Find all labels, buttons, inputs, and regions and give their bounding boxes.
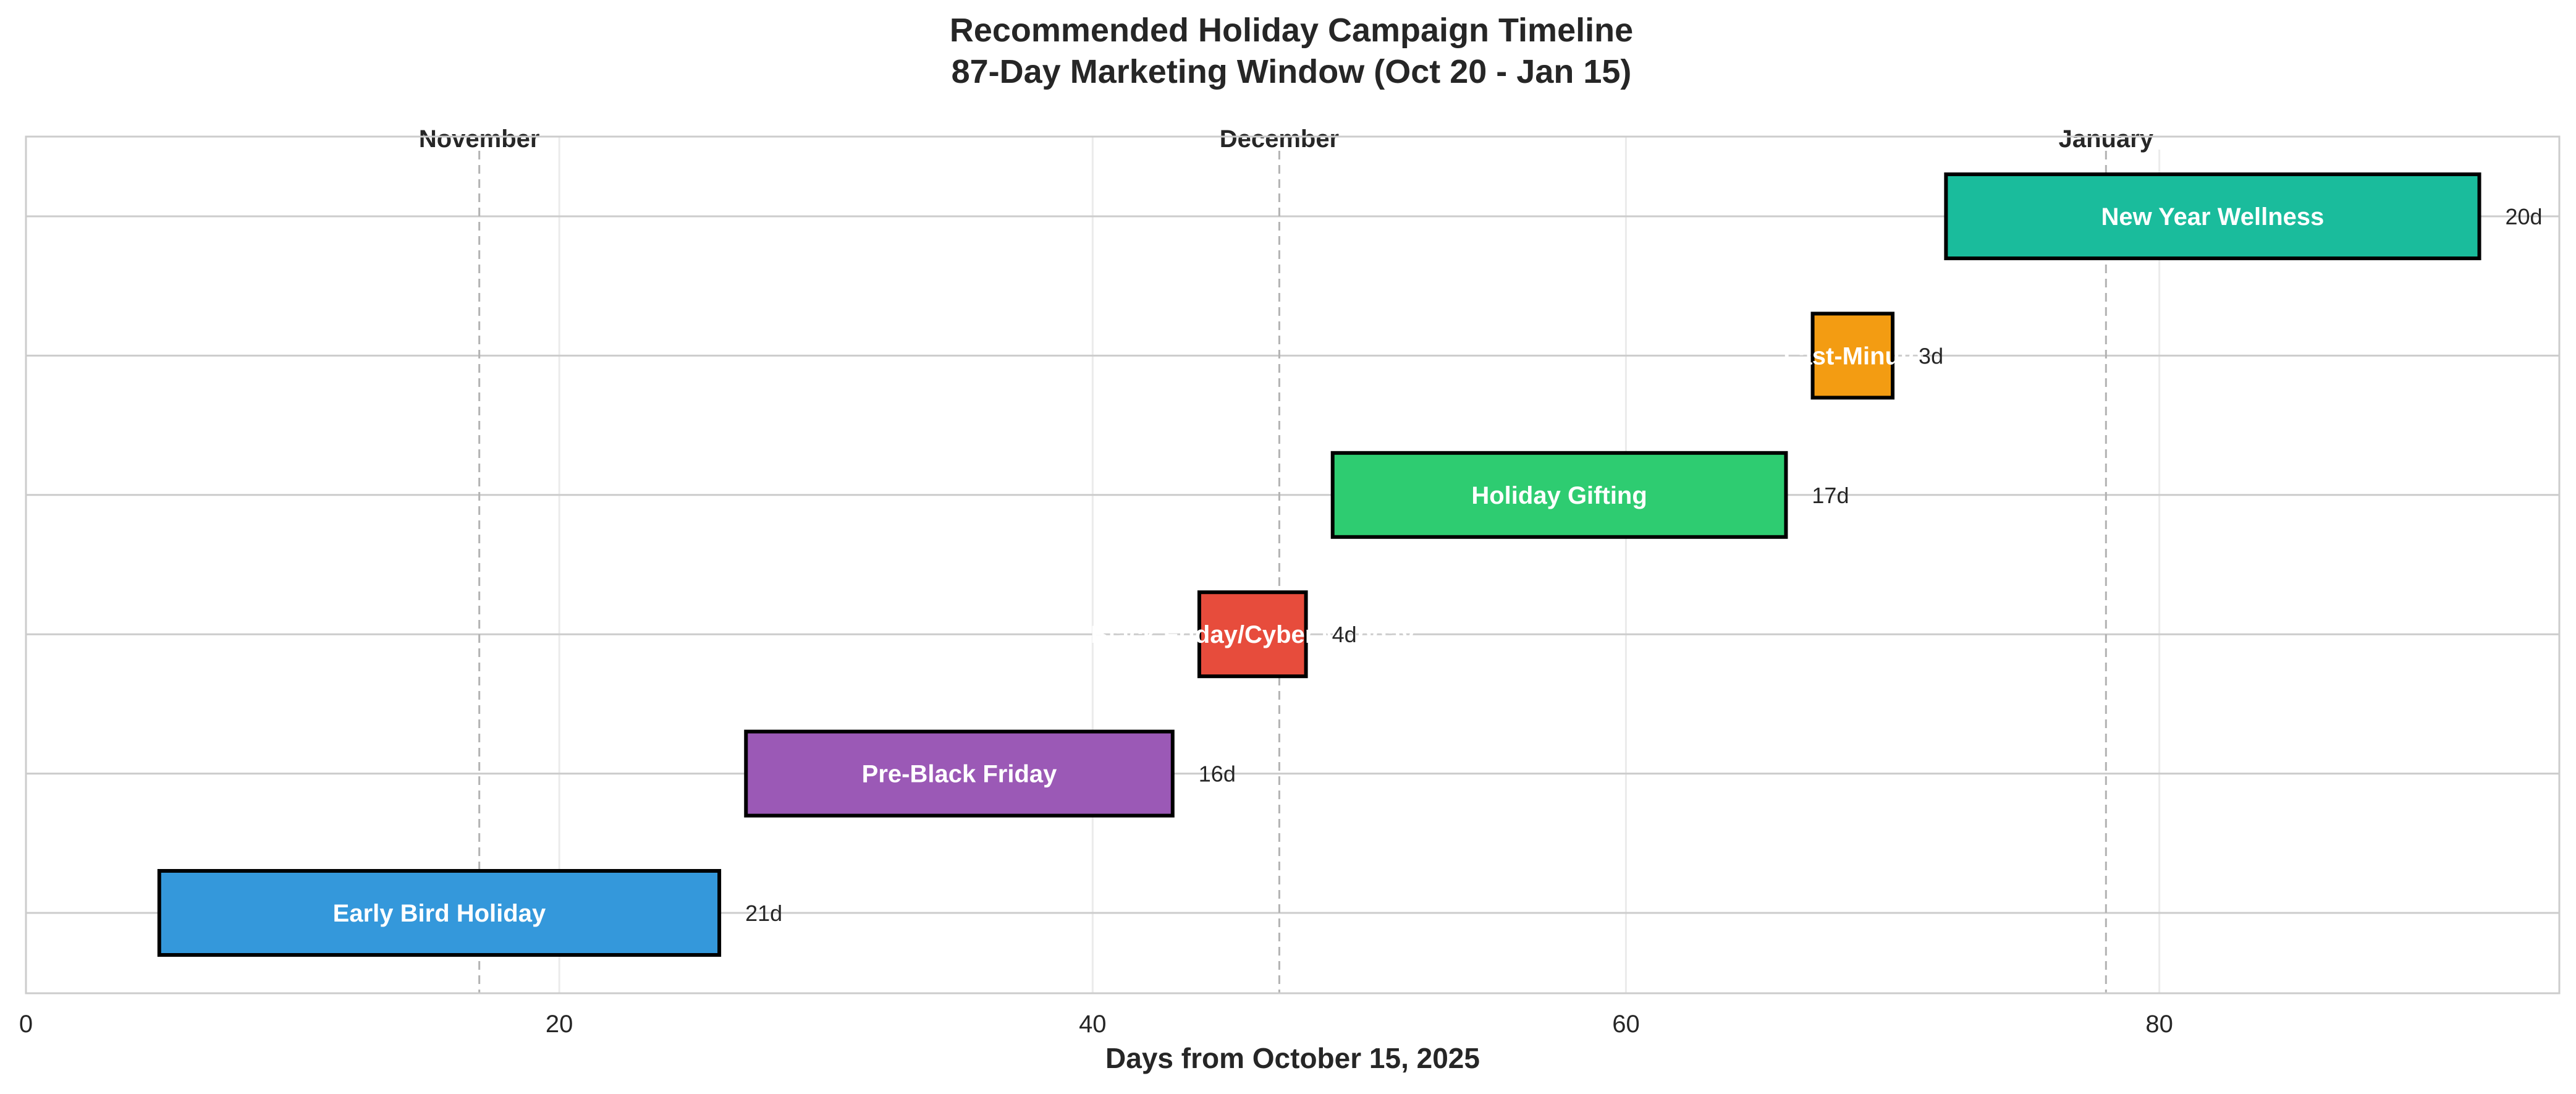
duration-label: 3d [1919, 343, 1943, 368]
duration-label: 4d [1332, 622, 1357, 647]
bar-black-friday-cyber-monday [1197, 590, 1308, 679]
bar-label: Holiday Gifting [1471, 482, 1647, 509]
duration-label: 16d [1199, 761, 1236, 787]
bar-label: New Year Wellness [2101, 203, 2324, 231]
x-tick-label: 0 [19, 1011, 33, 1038]
duration-label: 17d [1812, 483, 1849, 508]
grid-layer [25, 137, 2559, 993]
bar-pre-black-friday [744, 729, 1175, 818]
bar-last-minute [1810, 312, 1895, 400]
duration-label: 20d [2506, 204, 2543, 229]
bar-early-bird-holiday [157, 869, 722, 957]
x-tick-label: 20 [546, 1011, 573, 1038]
chart-subtitle: 87-Day Marketing Window (Oct 20 - Jan 15… [952, 53, 1632, 90]
x-tick-label: 80 [2145, 1011, 2173, 1038]
month-label: November [419, 125, 540, 153]
duration-label: 21d [745, 901, 782, 926]
plot-frame [25, 135, 2561, 994]
bar-holiday-gifting [1330, 451, 1788, 539]
bar-label: Pre-Black Friday [862, 761, 1057, 788]
bar-new-year-wellness [1944, 172, 2481, 260]
bar-label: Last-Minute [1783, 342, 1922, 370]
x-tick-label: 60 [1612, 1011, 1640, 1038]
month-label: January [2059, 125, 2154, 153]
chart-title: Recommended Holiday Campaign Timeline [950, 12, 1633, 49]
bars-layer: Early Bird Holiday 21d Pre-Black Friday 16d… [157, 172, 2543, 957]
x-tick-labels: 0 20 40 60 80 [19, 1011, 2173, 1038]
bar-label: Early Bird Holiday [333, 900, 546, 927]
month-label: December [1220, 125, 1339, 153]
x-axis-label: Days from October 15, 2025 [1105, 1042, 1480, 1074]
month-markers: November December January [410, 124, 2168, 993]
bar-label: Black Friday/Cyber Monday [1091, 621, 1415, 648]
x-tick-label: 40 [1079, 1011, 1107, 1038]
